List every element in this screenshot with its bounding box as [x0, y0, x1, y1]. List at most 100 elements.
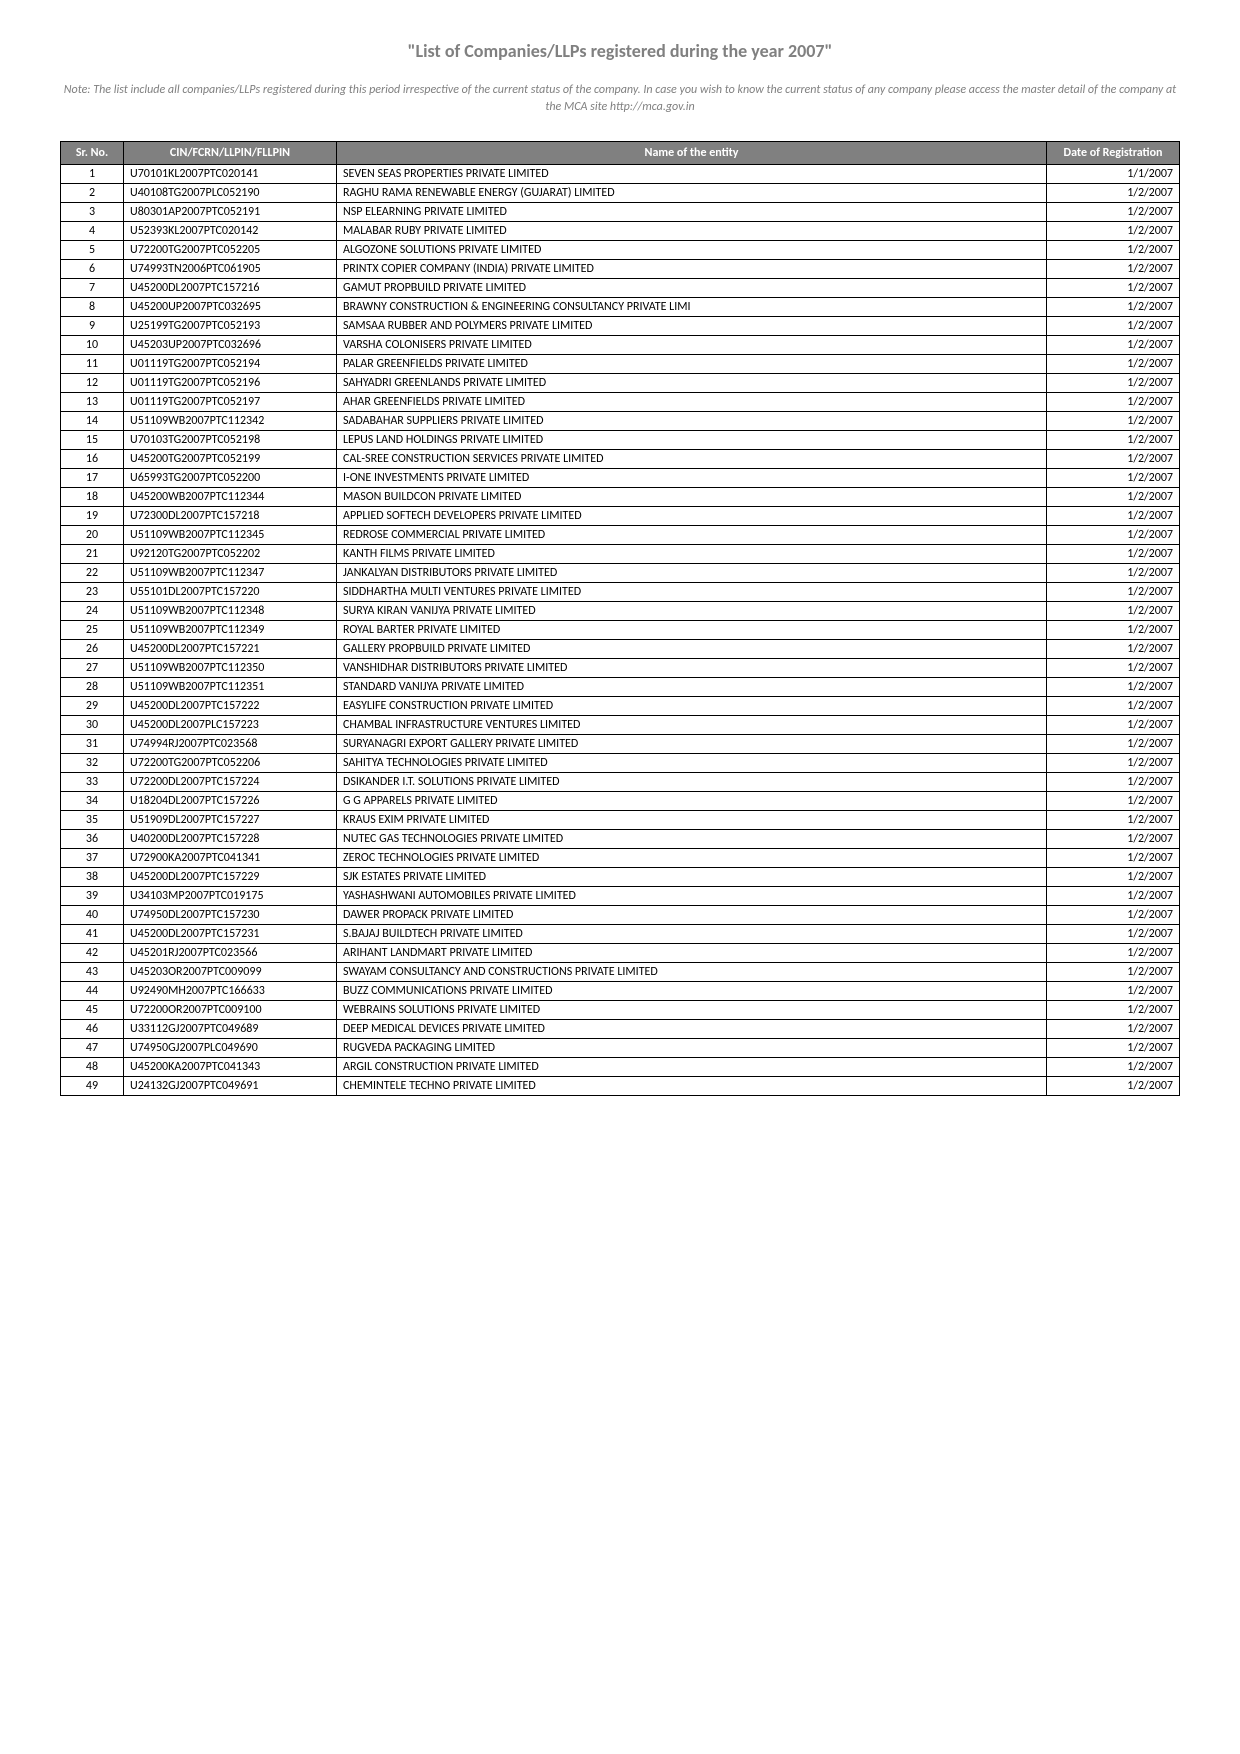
cell-cin: U45201RJ2007PTC023566 [124, 943, 337, 962]
cell-name: CHEMINTELE TECHNO PRIVATE LIMITED [337, 1076, 1047, 1095]
cell-name: SJK ESTATES PRIVATE LIMITED [337, 867, 1047, 886]
table-row: 6U74993TN2006PTC061905PRINTX COPIER COMP… [61, 259, 1180, 278]
table-row: 42U45201RJ2007PTC023566ARIHANT LANDMART … [61, 943, 1180, 962]
header-name: Name of the entity [337, 141, 1047, 164]
cell-sr: 34 [61, 791, 124, 810]
table-row: 32U72200TG2007PTC052206SAHITYA TECHNOLOG… [61, 753, 1180, 772]
cell-date: 1/2/2007 [1047, 620, 1180, 639]
table-row: 10U45203UP2007PTC032696VARSHA COLONISERS… [61, 335, 1180, 354]
cell-date: 1/2/2007 [1047, 677, 1180, 696]
table-row: 41U45200DL2007PTC157231S.BAJAJ BUILDTECH… [61, 924, 1180, 943]
cell-cin: U18204DL2007PTC157226 [124, 791, 337, 810]
cell-date: 1/2/2007 [1047, 449, 1180, 468]
cell-cin: U01119TG2007PTC052194 [124, 354, 337, 373]
cell-cin: U51109WB2007PTC112351 [124, 677, 337, 696]
cell-cin: U45203UP2007PTC032696 [124, 335, 337, 354]
cell-date: 1/2/2007 [1047, 753, 1180, 772]
cell-date: 1/2/2007 [1047, 1076, 1180, 1095]
table-row: 25U51109WB2007PTC112349ROYAL BARTER PRIV… [61, 620, 1180, 639]
cell-cin: U70103TG2007PTC052198 [124, 430, 337, 449]
cell-name: SEVEN SEAS PROPERTIES PRIVATE LIMITED [337, 164, 1047, 183]
cell-date: 1/2/2007 [1047, 240, 1180, 259]
cell-date: 1/2/2007 [1047, 1000, 1180, 1019]
cell-date: 1/2/2007 [1047, 525, 1180, 544]
page-title: "List of Companies/LLPs registered durin… [60, 40, 1180, 62]
table-row: 49U24132GJ2007PTC049691CHEMINTELE TECHNO… [61, 1076, 1180, 1095]
cell-sr: 25 [61, 620, 124, 639]
cell-date: 1/2/2007 [1047, 468, 1180, 487]
cell-cin: U24132GJ2007PTC049691 [124, 1076, 337, 1095]
table-row: 27U51109WB2007PTC112350VANSHIDHAR DISTRI… [61, 658, 1180, 677]
cell-date: 1/2/2007 [1047, 696, 1180, 715]
cell-sr: 5 [61, 240, 124, 259]
table-row: 36U40200DL2007PTC157228NUTEC GAS TECHNOL… [61, 829, 1180, 848]
table-row: 28U51109WB2007PTC112351STANDARD VANIJYA … [61, 677, 1180, 696]
cell-name: DSIKANDER I.T. SOLUTIONS PRIVATE LIMITED [337, 772, 1047, 791]
cell-name: MALABAR RUBY PRIVATE LIMITED [337, 221, 1047, 240]
table-row: 8U45200UP2007PTC032695BRAWNY CONSTRUCTIO… [61, 297, 1180, 316]
cell-sr: 2 [61, 183, 124, 202]
cell-name: PRINTX COPIER COMPANY (INDIA) PRIVATE LI… [337, 259, 1047, 278]
cell-name: SURYA KIRAN VANIJYA PRIVATE LIMITED [337, 601, 1047, 620]
cell-date: 1/2/2007 [1047, 259, 1180, 278]
cell-cin: U80301AP2007PTC052191 [124, 202, 337, 221]
cell-sr: 23 [61, 582, 124, 601]
cell-sr: 28 [61, 677, 124, 696]
cell-date: 1/2/2007 [1047, 734, 1180, 753]
table-row: 5U72200TG2007PTC052205ALGOZONE SOLUTIONS… [61, 240, 1180, 259]
cell-sr: 47 [61, 1038, 124, 1057]
cell-cin: U92120TG2007PTC052202 [124, 544, 337, 563]
cell-date: 1/2/2007 [1047, 848, 1180, 867]
cell-name: SAHYADRI GREENLANDS PRIVATE LIMITED [337, 373, 1047, 392]
cell-sr: 45 [61, 1000, 124, 1019]
cell-date: 1/2/2007 [1047, 905, 1180, 924]
cell-date: 1/2/2007 [1047, 278, 1180, 297]
cell-sr: 26 [61, 639, 124, 658]
cell-cin: U70101KL2007PTC020141 [124, 164, 337, 183]
cell-name: CHAMBAL INFRASTRUCTURE VENTURES LIMITED [337, 715, 1047, 734]
cell-cin: U45200KA2007PTC041343 [124, 1057, 337, 1076]
table-row: 30U45200DL2007PLC157223CHAMBAL INFRASTRU… [61, 715, 1180, 734]
cell-name: STANDARD VANIJYA PRIVATE LIMITED [337, 677, 1047, 696]
table-row: 24U51109WB2007PTC112348SURYA KIRAN VANIJ… [61, 601, 1180, 620]
cell-sr: 42 [61, 943, 124, 962]
table-row: 38U45200DL2007PTC157229SJK ESTATES PRIVA… [61, 867, 1180, 886]
table-row: 1U70101KL2007PTC020141SEVEN SEAS PROPERT… [61, 164, 1180, 183]
table-row: 13U01119TG2007PTC052197AHAR GREENFIELDS … [61, 392, 1180, 411]
cell-name: RAGHU RAMA RENEWABLE ENERGY (GUJARAT) LI… [337, 183, 1047, 202]
cell-cin: U74950GJ2007PLC049690 [124, 1038, 337, 1057]
cell-sr: 20 [61, 525, 124, 544]
cell-cin: U51109WB2007PTC112347 [124, 563, 337, 582]
cell-sr: 22 [61, 563, 124, 582]
cell-cin: U51909DL2007PTC157227 [124, 810, 337, 829]
cell-name: ROYAL BARTER PRIVATE LIMITED [337, 620, 1047, 639]
cell-date: 1/2/2007 [1047, 981, 1180, 1000]
table-row: 26U45200DL2007PTC157221GALLERY PROPBUILD… [61, 639, 1180, 658]
cell-name: VANSHIDHAR DISTRIBUTORS PRIVATE LIMITED [337, 658, 1047, 677]
cell-name: ARIHANT LANDMART PRIVATE LIMITED [337, 943, 1047, 962]
cell-name: ARGIL CONSTRUCTION PRIVATE LIMITED [337, 1057, 1047, 1076]
table-row: 35U51909DL2007PTC157227KRAUS EXIM PRIVAT… [61, 810, 1180, 829]
cell-sr: 4 [61, 221, 124, 240]
cell-name: I-ONE INVESTMENTS PRIVATE LIMITED [337, 468, 1047, 487]
cell-cin: U45200UP2007PTC032695 [124, 297, 337, 316]
cell-date: 1/2/2007 [1047, 639, 1180, 658]
cell-name: BRAWNY CONSTRUCTION & ENGINEERING CONSUL… [337, 297, 1047, 316]
cell-date: 1/2/2007 [1047, 582, 1180, 601]
cell-cin: U52393KL2007PTC020142 [124, 221, 337, 240]
cell-sr: 33 [61, 772, 124, 791]
cell-sr: 39 [61, 886, 124, 905]
cell-sr: 14 [61, 411, 124, 430]
cell-name: SWAYAM CONSULTANCY AND CONSTRUCTIONS PRI… [337, 962, 1047, 981]
cell-cin: U74994RJ2007PTC023568 [124, 734, 337, 753]
cell-cin: U92490MH2007PTC166633 [124, 981, 337, 1000]
cell-name: BUZZ COMMUNICATIONS PRIVATE LIMITED [337, 981, 1047, 1000]
cell-date: 1/2/2007 [1047, 202, 1180, 221]
cell-date: 1/1/2007 [1047, 164, 1180, 183]
table-row: 47U74950GJ2007PLC049690RUGVEDA PACKAGING… [61, 1038, 1180, 1057]
cell-cin: U45200TG2007PTC052199 [124, 449, 337, 468]
cell-date: 1/2/2007 [1047, 544, 1180, 563]
cell-date: 1/2/2007 [1047, 392, 1180, 411]
cell-cin: U74950DL2007PTC157230 [124, 905, 337, 924]
table-row: 11U01119TG2007PTC052194PALAR GREENFIELDS… [61, 354, 1180, 373]
